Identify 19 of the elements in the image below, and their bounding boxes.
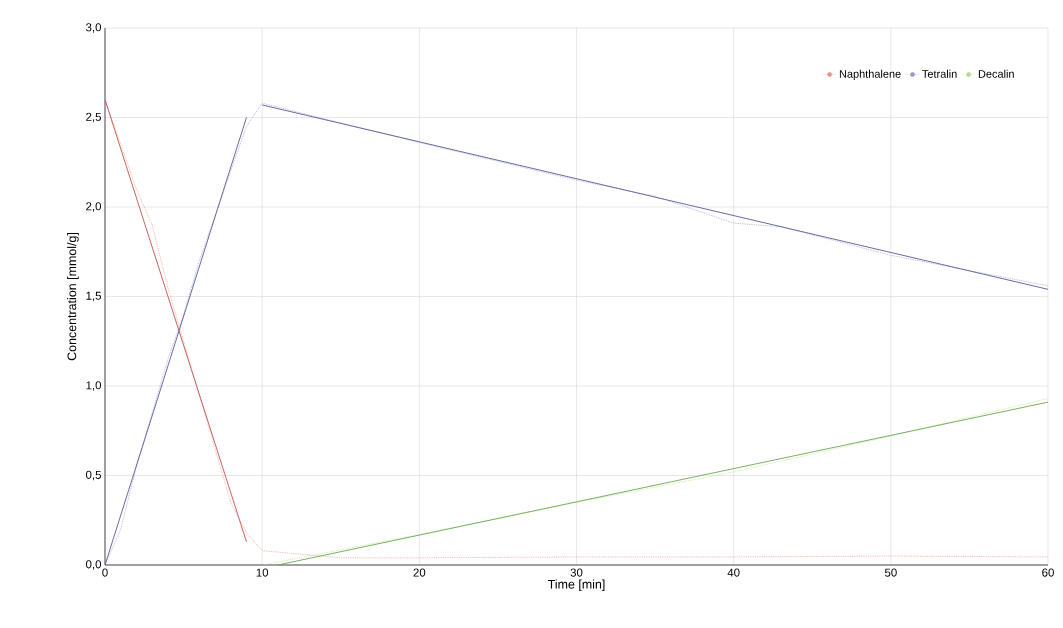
x-tick-label: 60	[1042, 568, 1054, 577]
y-axis-title: Concentration [mmol/g]	[67, 233, 79, 361]
y-tick-label: 2,5	[86, 112, 101, 123]
y-tick-label: 3,0	[85, 23, 102, 33]
x-tick-label: 30	[570, 568, 583, 577]
y-tick-label: 0,5	[86, 470, 101, 481]
y-tick-label: 0,0	[86, 560, 102, 570]
x-axis-title: Time [min]	[547, 579, 605, 592]
x-tick-label: 50	[884, 568, 897, 577]
x-tick-label: 40	[727, 568, 740, 577]
legend-label: Naphthalene	[839, 69, 901, 80]
legend-label: Decalin	[978, 69, 1014, 78]
legend-label: Tetralin	[922, 69, 957, 78]
x-tick-label: 20	[413, 568, 426, 577]
x-tick-label: 10	[256, 568, 269, 577]
y-tick-label: 2,0	[86, 202, 102, 212]
y-tick-label: 1,0	[86, 381, 102, 391]
y-tick-label: 1,5	[86, 291, 101, 302]
x-tick-label: 0	[102, 568, 108, 577]
